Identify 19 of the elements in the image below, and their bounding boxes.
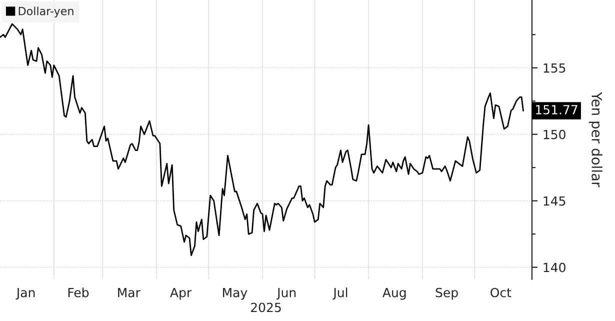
x-tick-label: May: [223, 288, 248, 300]
y-tick-label: 150: [544, 130, 566, 140]
x-tick-label: Mar: [118, 288, 140, 298]
y-tick-label: 155: [544, 63, 566, 73]
x-tick-label: Jul: [332, 288, 348, 300]
x-tick-label: Jun: [276, 288, 296, 300]
y-tick-label: 145: [544, 196, 566, 206]
x-tick-label: Feb: [68, 288, 89, 298]
y-tick-label: 140: [544, 262, 566, 272]
y2-axis-title: Yen per dollar: [588, 92, 602, 188]
x-tick-label: Apr: [170, 288, 192, 300]
x-tick-label: Sep: [436, 288, 458, 300]
x-tick-label: Oct: [490, 288, 512, 298]
x-axis-title: 2025: [250, 302, 281, 312]
annotation: 151.77: [536, 105, 578, 114]
legend-label: Dollar-yen: [18, 6, 74, 18]
x-tick-label: Jan: [16, 288, 35, 300]
x-tick-label: Aug: [382, 288, 406, 300]
line-series: [0, 23, 524, 256]
